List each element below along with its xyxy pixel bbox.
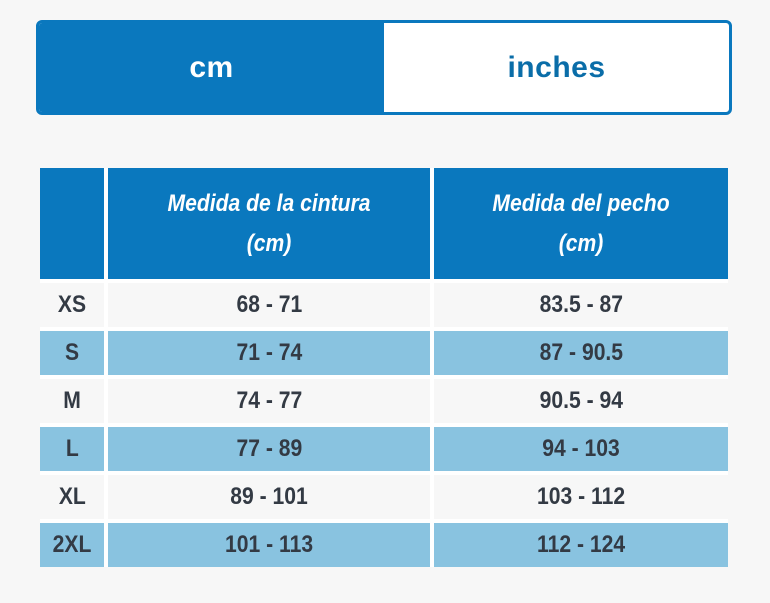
size-label-text: XL [58,483,86,510]
measure-cell-text: 87 - 90.5 [539,339,623,366]
measure-cell: 112 - 124 [434,523,728,567]
measure-cell: 90.5 - 94 [434,379,728,423]
size-label: L [40,427,104,471]
size-label-text: L [65,435,79,462]
measure-cell: 83.5 - 87 [434,283,728,327]
unit-option[interactable]: inches [384,23,729,112]
measure-cell: 77 - 89 [108,427,430,471]
measure-cell-text: 94 - 103 [542,435,620,462]
unit-toggle: cm inches [36,20,732,115]
measure-cell: 89 - 101 [108,475,430,519]
size-label: S [40,331,104,375]
measure-cell: 101 - 113 [108,523,430,567]
measure-cell: 74 - 77 [108,379,430,423]
header-corner [40,168,104,279]
measure-cell-text: 89 - 101 [230,483,308,510]
measure-cell: 71 - 74 [108,331,430,375]
column-header-text: Medida del pecho (cm) [492,189,670,257]
measure-cell-text: 68 - 71 [236,291,302,318]
unit-option-text: cm [189,50,234,84]
measure-cell: 68 - 71 [108,283,430,327]
size-label: M [40,379,104,423]
measure-cell-text: 74 - 77 [236,387,302,414]
measure-cell: 87 - 90.5 [434,331,728,375]
column-header: Medida de la cintura (cm) [108,168,430,279]
measure-cell-text: 77 - 89 [236,435,302,462]
size-table: Medida de la cintura (cm) Medida del pech… [40,168,728,567]
measure-cell-text: 103 - 112 [536,483,626,510]
size-label: XS [40,283,104,327]
measure-cell-text: 83.5 - 87 [539,291,623,318]
size-label-text: XS [57,291,87,318]
size-label: 2XL [40,523,104,567]
measure-cell-text: 71 - 74 [236,339,302,366]
column-header-text: Medida de la cintura (cm) [167,189,371,257]
measure-cell-text: 112 - 124 [536,531,626,558]
size-label: XL [40,475,104,519]
size-label-text: S [64,339,80,366]
measure-cell-text: 90.5 - 94 [539,387,623,414]
measure-cell: 103 - 112 [434,475,728,519]
measure-cell: 94 - 103 [434,427,728,471]
column-header: Medida del pecho (cm) [434,168,728,279]
size-label-text: M [63,387,81,414]
measure-cell-text: 101 - 113 [224,531,314,558]
size-label-text: 2XL [52,531,92,558]
unit-option-text: inches [507,50,606,84]
unit-option[interactable]: cm [39,23,384,112]
